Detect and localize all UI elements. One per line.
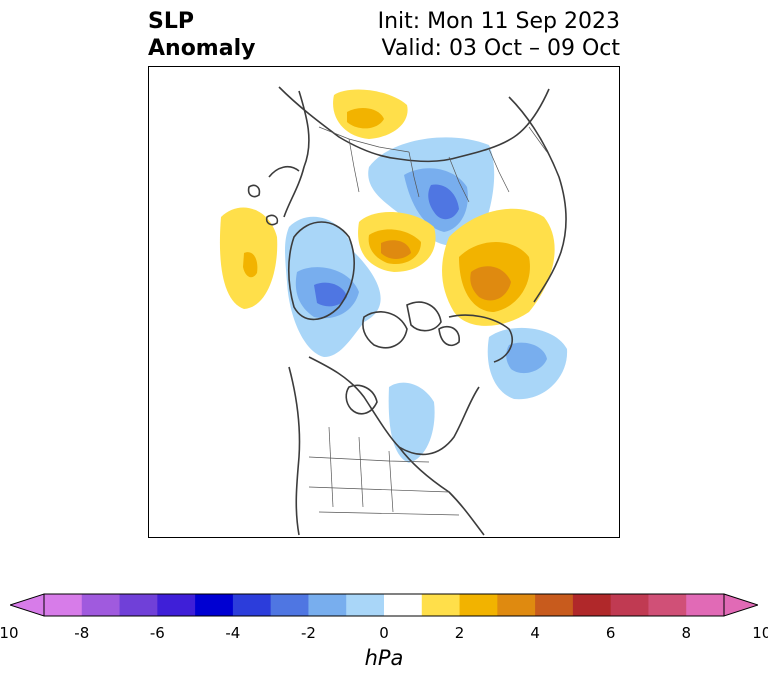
colorbar-tick-label: 4 — [515, 624, 555, 642]
colorbar-segment — [346, 594, 384, 616]
colorbar-tick-label: 8 — [666, 624, 706, 642]
colorbar-segment — [157, 594, 195, 616]
variable-subtitle: Anomaly — [148, 35, 255, 62]
colorbar-unit-label: hPa — [0, 646, 768, 670]
title-left: SLP Anomaly — [148, 8, 255, 62]
colorbar-segment — [611, 594, 649, 616]
colorbar-tick-label: 10 — [742, 624, 768, 642]
colorbar-segment — [573, 594, 611, 616]
colorbar-segment — [422, 594, 460, 616]
map-svg — [149, 67, 620, 538]
colorbar-tick-label: 2 — [440, 624, 480, 642]
colorbar-segment — [82, 594, 120, 616]
valid-range: Valid: 03 Oct – 09 Oct — [378, 35, 620, 62]
anomaly-fills — [220, 90, 567, 463]
colorbar-segment — [271, 594, 309, 616]
colorbar-segment — [44, 594, 82, 616]
colorbar-segment — [686, 594, 724, 616]
colorbar-segment — [384, 594, 422, 616]
colorbar-ticks: -10 -8 -6 -4 -2 0 2 4 6 8 10 — [0, 624, 768, 644]
colorbar-segment — [308, 594, 346, 616]
colorbar-tick-label: -2 — [288, 624, 328, 642]
colorbar-under-arrow — [10, 594, 44, 616]
colorbar — [10, 590, 758, 620]
init-date: Init: Mon 11 Sep 2023 — [378, 8, 620, 35]
colorbar-segment — [460, 594, 498, 616]
colorbar-svg — [10, 590, 758, 620]
colorbar-segment — [497, 594, 535, 616]
colorbar-tick-label: -10 — [0, 624, 26, 642]
map-panel — [148, 66, 620, 538]
colorbar-over-arrow — [724, 594, 758, 616]
variable-name: SLP — [148, 8, 255, 35]
negative-anomaly-east-us — [389, 383, 435, 463]
colorbar-segment — [120, 594, 158, 616]
colorbar-segment — [195, 594, 233, 616]
colorbar-segment — [233, 594, 271, 616]
colorbar-tick-label: -6 — [137, 624, 177, 642]
colorbar-tick-label: 0 — [364, 624, 404, 642]
colorbar-tick-label: 6 — [591, 624, 631, 642]
colorbar-tick-label: -4 — [213, 624, 253, 642]
colorbar-tick-label: -8 — [62, 624, 102, 642]
colorbar-segment — [535, 594, 573, 616]
title-right: Init: Mon 11 Sep 2023 Valid: 03 Oct – 09… — [378, 8, 620, 62]
colorbar-segment — [648, 594, 686, 616]
